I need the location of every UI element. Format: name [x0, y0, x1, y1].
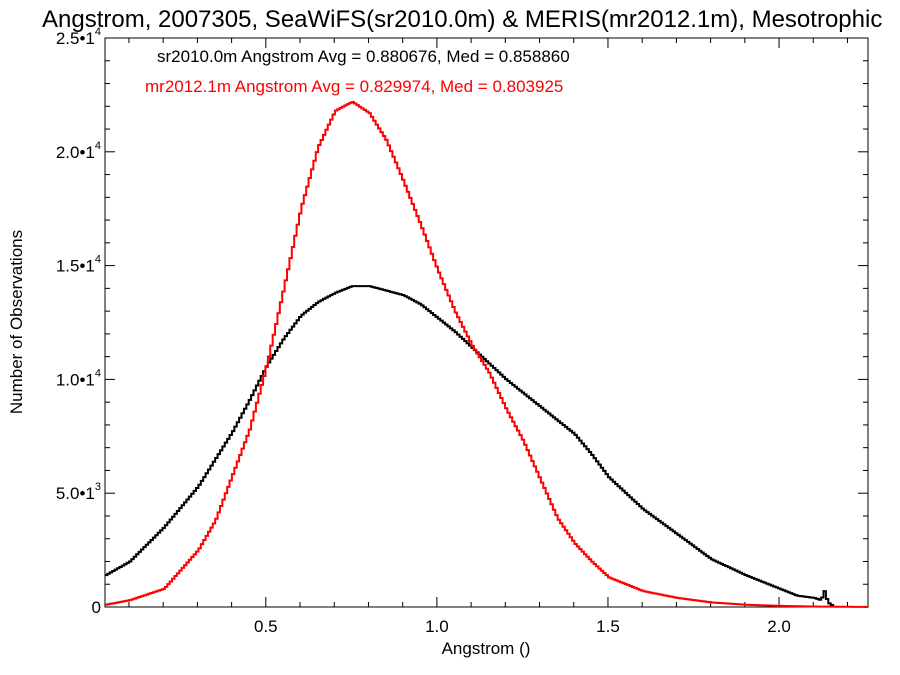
- y-tick-label: 2.0•14: [56, 140, 101, 162]
- x-axis-label: Angstrom (): [442, 639, 531, 658]
- x-tick-label: 2.0: [767, 617, 791, 636]
- x-tick-label: 1.5: [596, 617, 620, 636]
- y-tick-label: 1.0•14: [56, 367, 101, 389]
- y-tick-label: 2.5•14: [56, 26, 101, 48]
- y-tick-label: 5.0•13: [56, 481, 101, 503]
- axis-ticks: 0.5 1.0 1.5 2.0 0 5.0•13 1.0•14 1.5•14 2.0•14 2.5…: [56, 26, 868, 636]
- y-axis-label: Number of Observations: [7, 230, 26, 414]
- annotation-mr2012: mr2012.1m Angstrom Avg = 0.829974, Med =…: [145, 77, 563, 96]
- series-line-0: [105, 285, 835, 608]
- x-tick-label: 0.5: [254, 617, 278, 636]
- plot-frame: [104, 37, 869, 608]
- series-line-1: [105, 100, 868, 608]
- x-tick-label: 1.0: [425, 617, 449, 636]
- series-layer: [105, 100, 868, 608]
- y-tick-label: 0: [92, 598, 101, 617]
- chart-title: Angstrom, 2007305, SeaWiFS(sr2010.0m) & …: [42, 6, 882, 33]
- annotation-sr2010: sr2010.0m Angstrom Avg = 0.880676, Med =…: [157, 47, 570, 66]
- y-tick-label: 1.5•14: [56, 254, 101, 276]
